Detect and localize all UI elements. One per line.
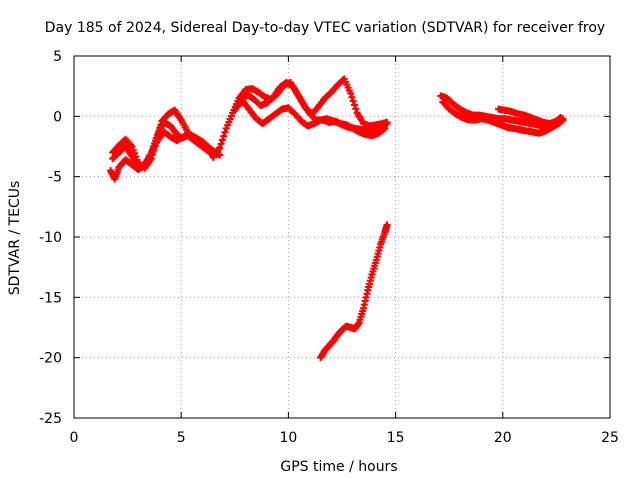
x-axis-label: GPS time / hours: [280, 459, 397, 475]
y-tick-label: -5: [48, 170, 62, 186]
y-tick-label: -10: [39, 230, 62, 246]
data-point: [221, 128, 229, 136]
data-point: [381, 124, 389, 132]
y-tick-label: -25: [39, 411, 62, 427]
data-point: [557, 114, 565, 122]
y-tick-label: -20: [39, 351, 62, 367]
x-tick-label: 10: [279, 430, 297, 446]
data-point: [128, 143, 136, 150]
x-tick-label: 5: [177, 430, 186, 446]
data-point: [220, 132, 228, 140]
data-point: [349, 97, 357, 105]
y-tick-label: 0: [53, 109, 62, 125]
chart-title: Day 185 of 2024, Sidereal Day-to-day VTE…: [45, 20, 605, 36]
data-point: [348, 93, 356, 101]
data-point: [218, 136, 226, 144]
series-arc-7: [317, 221, 391, 362]
data-point: [352, 105, 360, 113]
data-point: [217, 140, 225, 148]
x-tick-label: 15: [387, 430, 405, 446]
x-tick-label: 20: [494, 430, 512, 446]
plot-frame: [73, 55, 611, 419]
y-tick-label: -15: [39, 290, 62, 306]
grid-lines: [74, 56, 610, 418]
y-axis-label: SDTVAR / TECUs: [7, 181, 23, 296]
data-point: [216, 144, 224, 152]
series-arc-5: [231, 75, 391, 130]
x-tick-label: 25: [601, 430, 619, 446]
data-point: [383, 221, 391, 229]
data-point: [350, 101, 358, 109]
series-arc-6: [233, 98, 389, 140]
y-axis-ticks: -25 -20 -15 -10 -5 0 5: [39, 49, 610, 427]
series-arc-10: [495, 105, 565, 128]
y-tick-label: 5: [53, 49, 62, 65]
data-point: [347, 89, 355, 97]
data-point: [383, 118, 391, 126]
x-tick-label: 0: [70, 430, 79, 446]
x-axis-ticks: 0 5 10 15 20 25: [70, 56, 619, 446]
data-series: [106, 75, 567, 362]
